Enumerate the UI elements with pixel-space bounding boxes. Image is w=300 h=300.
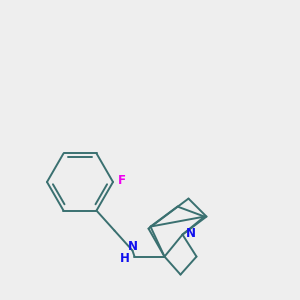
Text: F: F <box>118 175 126 188</box>
Text: H: H <box>120 252 129 265</box>
Text: N: N <box>185 227 196 240</box>
Text: N: N <box>128 240 137 253</box>
